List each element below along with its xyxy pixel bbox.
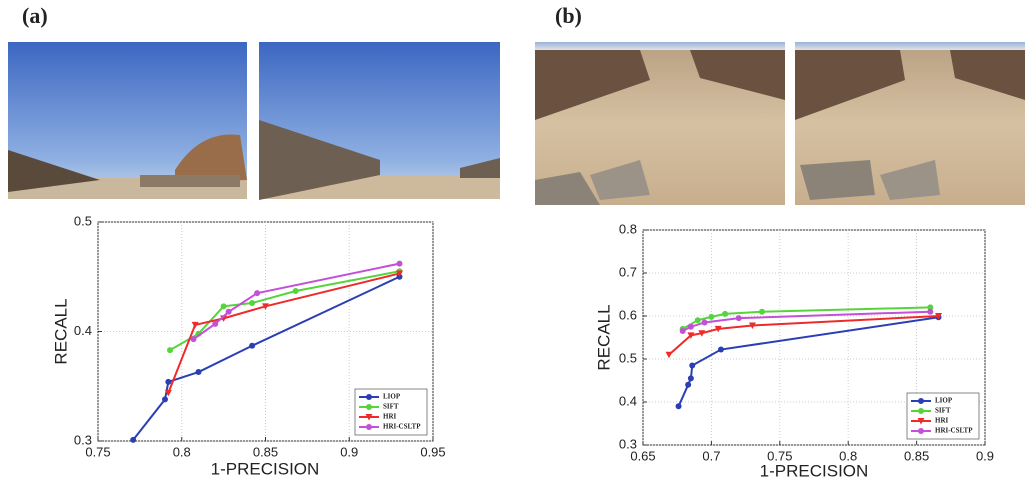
- point: [694, 317, 701, 324]
- point: [190, 336, 197, 343]
- point: [714, 325, 722, 333]
- point: [162, 396, 168, 403]
- photo: [259, 42, 500, 200]
- legend-marker: [365, 414, 373, 421]
- y-tick-label: 0.3: [74, 432, 92, 447]
- panel-label: (a): [22, 3, 48, 28]
- y-axis-label: RECALL: [594, 304, 613, 370]
- y-tick-label: 0.7: [619, 264, 637, 279]
- point: [130, 436, 137, 443]
- point: [698, 330, 706, 337]
- point: [167, 347, 174, 354]
- photo: [535, 42, 785, 205]
- point: [675, 403, 682, 410]
- point: [685, 381, 692, 388]
- x-tick-label: 0.85: [253, 444, 278, 459]
- point: [249, 342, 256, 349]
- y-axis-label: RECALL: [51, 298, 70, 364]
- photo: [795, 42, 1025, 205]
- point: [687, 332, 695, 339]
- point: [687, 323, 694, 330]
- y-tick-label: 0.5: [619, 350, 637, 365]
- point: [249, 300, 256, 307]
- x-tick-label: 0.8: [173, 444, 191, 459]
- x-tick-label: 0.9: [976, 448, 994, 463]
- point: [164, 389, 172, 397]
- point: [262, 303, 269, 310]
- point: [927, 304, 934, 311]
- point: [165, 378, 172, 385]
- point: [195, 369, 202, 376]
- x-tick-label: 0.7: [702, 448, 720, 463]
- x-tick-label: 0.75: [85, 444, 110, 459]
- point: [927, 308, 934, 315]
- x-tick-label: 0.8: [839, 448, 857, 463]
- point: [396, 260, 403, 267]
- legend-marker: [366, 424, 372, 430]
- legend-marker: [918, 398, 924, 404]
- point: [687, 375, 694, 382]
- series-line: [677, 316, 939, 407]
- point: [191, 321, 199, 329]
- legend-label: SIFT: [935, 407, 951, 415]
- point: [679, 328, 686, 335]
- legend-marker: [918, 428, 924, 434]
- point: [735, 315, 742, 322]
- point: [708, 313, 715, 320]
- point: [254, 290, 261, 297]
- legend-label: LIOP: [935, 397, 953, 405]
- x-tick-label: 0.9: [340, 444, 358, 459]
- legend-label: HRI: [935, 417, 949, 425]
- point: [934, 313, 942, 320]
- point: [717, 346, 724, 353]
- point: [212, 320, 219, 327]
- point: [665, 351, 673, 359]
- x-axis-label: 1-PRECISION: [211, 459, 320, 478]
- legend-label: HRI-CSLTP: [935, 427, 973, 435]
- legend-marker: [918, 408, 924, 414]
- point: [225, 308, 232, 315]
- point: [722, 310, 729, 317]
- x-axis-label: 1-PRECISION: [760, 461, 869, 480]
- legend-marker: [366, 394, 372, 400]
- y-tick-label: 0.4: [619, 393, 637, 408]
- legend-marker: [917, 418, 925, 425]
- legend-label: LIOP: [383, 393, 401, 401]
- series-line: [192, 262, 400, 340]
- y-tick-label: 0.6: [619, 307, 637, 322]
- y-tick-label: 0.4: [74, 323, 92, 338]
- point: [220, 303, 227, 310]
- series-line: [132, 275, 400, 441]
- series-line: [169, 270, 400, 351]
- point: [701, 319, 708, 326]
- point: [748, 322, 756, 329]
- series-line: [668, 315, 939, 356]
- x-tick-label: 0.95: [420, 444, 445, 459]
- y-tick-label: 0.3: [619, 436, 637, 451]
- point: [689, 362, 696, 369]
- panel-label: (b): [555, 3, 582, 28]
- point: [759, 308, 766, 315]
- x-tick-label: 0.65: [630, 448, 655, 463]
- legend-label: SIFT: [383, 403, 399, 411]
- legend-label: HRI-CSLTP: [383, 423, 421, 431]
- photo: [8, 42, 247, 199]
- y-tick-label: 0.5: [74, 213, 92, 228]
- legend-label: HRI: [383, 413, 397, 421]
- y-tick-label: 0.8: [619, 221, 637, 236]
- point: [396, 270, 403, 277]
- point: [292, 287, 299, 294]
- legend-marker: [366, 404, 372, 410]
- x-tick-label: 0.85: [904, 448, 929, 463]
- x-tick-label: 0.75: [767, 448, 792, 463]
